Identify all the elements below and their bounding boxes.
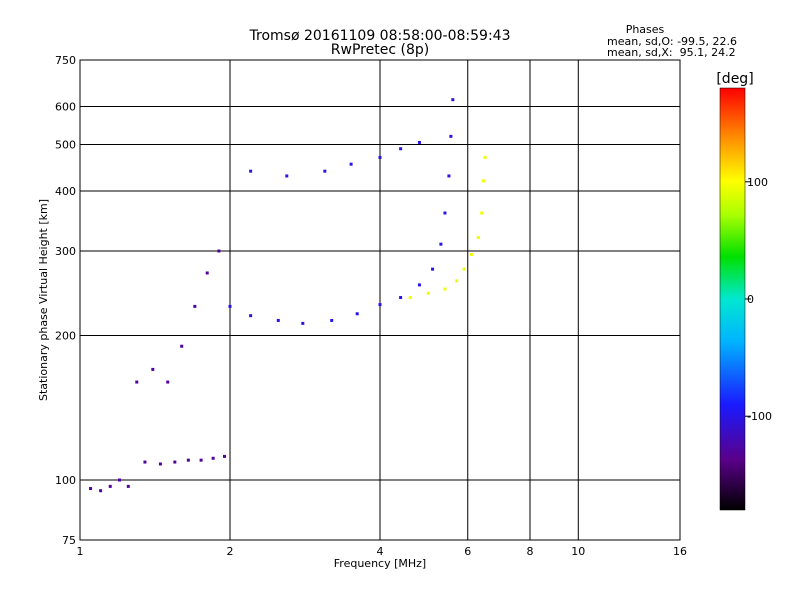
phases-summary: Phases mean, sd,O: -99.5, 22.6 mean, sd,… [607,23,737,59]
scatter-points [89,98,487,493]
scatter-point [117,478,121,482]
y-tick-label: 600 [55,101,76,114]
scatter-point [462,267,466,271]
chart-title: Tromsø 20161109 08:58:00-08:59:43 [249,28,511,44]
y-tick-label: 500 [55,139,76,152]
scatter-point [285,174,289,178]
scatter-point [469,253,473,257]
colorbar [720,88,745,510]
phases-heading: Phases [626,23,665,36]
scatter-point [417,140,421,144]
y-tick-label: 750 [55,54,76,67]
scatter-point [330,318,334,322]
y-tick-label: 100 [55,474,76,487]
scatter-point [355,312,359,316]
scatter-point [447,174,451,178]
scatter-point [205,271,209,275]
colorbar-tick-label: 100 [747,176,768,189]
colorbar-unit-label: [deg] [716,71,753,87]
y-tick-label: 200 [55,330,76,343]
scatter-point [193,304,197,308]
x-axis-label: Frequency [MHz] [334,557,426,570]
x-tick-label: 10 [571,545,585,558]
scatter-point [151,367,155,371]
scatter-point [135,380,139,384]
scatter-point [108,484,112,488]
scatter-point [378,155,382,159]
scatter-point [180,344,184,348]
scatter-point [455,279,459,283]
scatter-point [89,487,93,491]
scatter-point [408,296,412,300]
scatter-point [249,169,253,173]
scatter-point [483,155,487,159]
scatter-point [378,303,382,307]
scatter-point [476,236,480,240]
x-tick-label: 1 [77,545,84,558]
scatter-point [480,211,484,215]
x-tick-label: 8 [527,545,534,558]
scatter-point [426,291,430,295]
colorbar-ticks: 100 0 -100 [745,176,772,423]
scatter-point [99,489,103,493]
scatter-point [143,460,147,464]
scatter-point [451,98,455,102]
chart-subtitle: RwPretec (8p) [331,42,429,58]
scatter-point [223,454,227,458]
scatter-point [199,458,203,462]
scatter-point [481,179,485,183]
scatter-point [417,283,421,287]
scatter-point [166,380,170,384]
scatter-point [228,304,232,308]
phases-o-line: mean, sd,O: -99.5, 22.6 [607,35,737,48]
scatter-point [443,287,447,291]
scatter-point [249,314,253,318]
scatter-point [158,462,162,466]
scatter-point [449,134,453,138]
scatter-point [399,147,403,151]
scatter-point [301,321,305,325]
y-tick-label: 400 [55,185,76,198]
x-tick-label: 6 [464,545,471,558]
plot-grid [80,60,680,540]
scatter-point [217,249,221,253]
scatter-point [443,211,447,215]
y-axis-label: Stationary phase Virtual Height [km] [37,199,50,401]
scatter-point [126,484,130,488]
scatter-point [399,296,403,300]
x-tick-label: 4 [377,545,384,558]
scatter-point [186,458,190,462]
x-tick-label: 2 [227,545,234,558]
y-tick-labels: 75 100 200 300 400 500 600 750 [55,54,76,547]
scatter-point [431,267,435,271]
scatter-point [323,169,327,173]
x-tick-labels: 1 2 4 6 8 10 16 [77,545,688,558]
colorbar-tick-label: -100 [747,410,772,423]
scatter-point [276,318,280,322]
x-tick-label: 16 [673,545,687,558]
colorbar-tick-label: 0 [747,293,754,306]
scatter-point [173,460,177,464]
scatter-point [439,242,443,246]
scatter-point [349,162,353,166]
scatter-point [211,456,215,460]
y-tick-label: 300 [55,245,76,258]
y-tick-label: 75 [62,534,76,547]
phases-x-line: mean, sd,X: 95.1, 24.2 [607,46,736,59]
